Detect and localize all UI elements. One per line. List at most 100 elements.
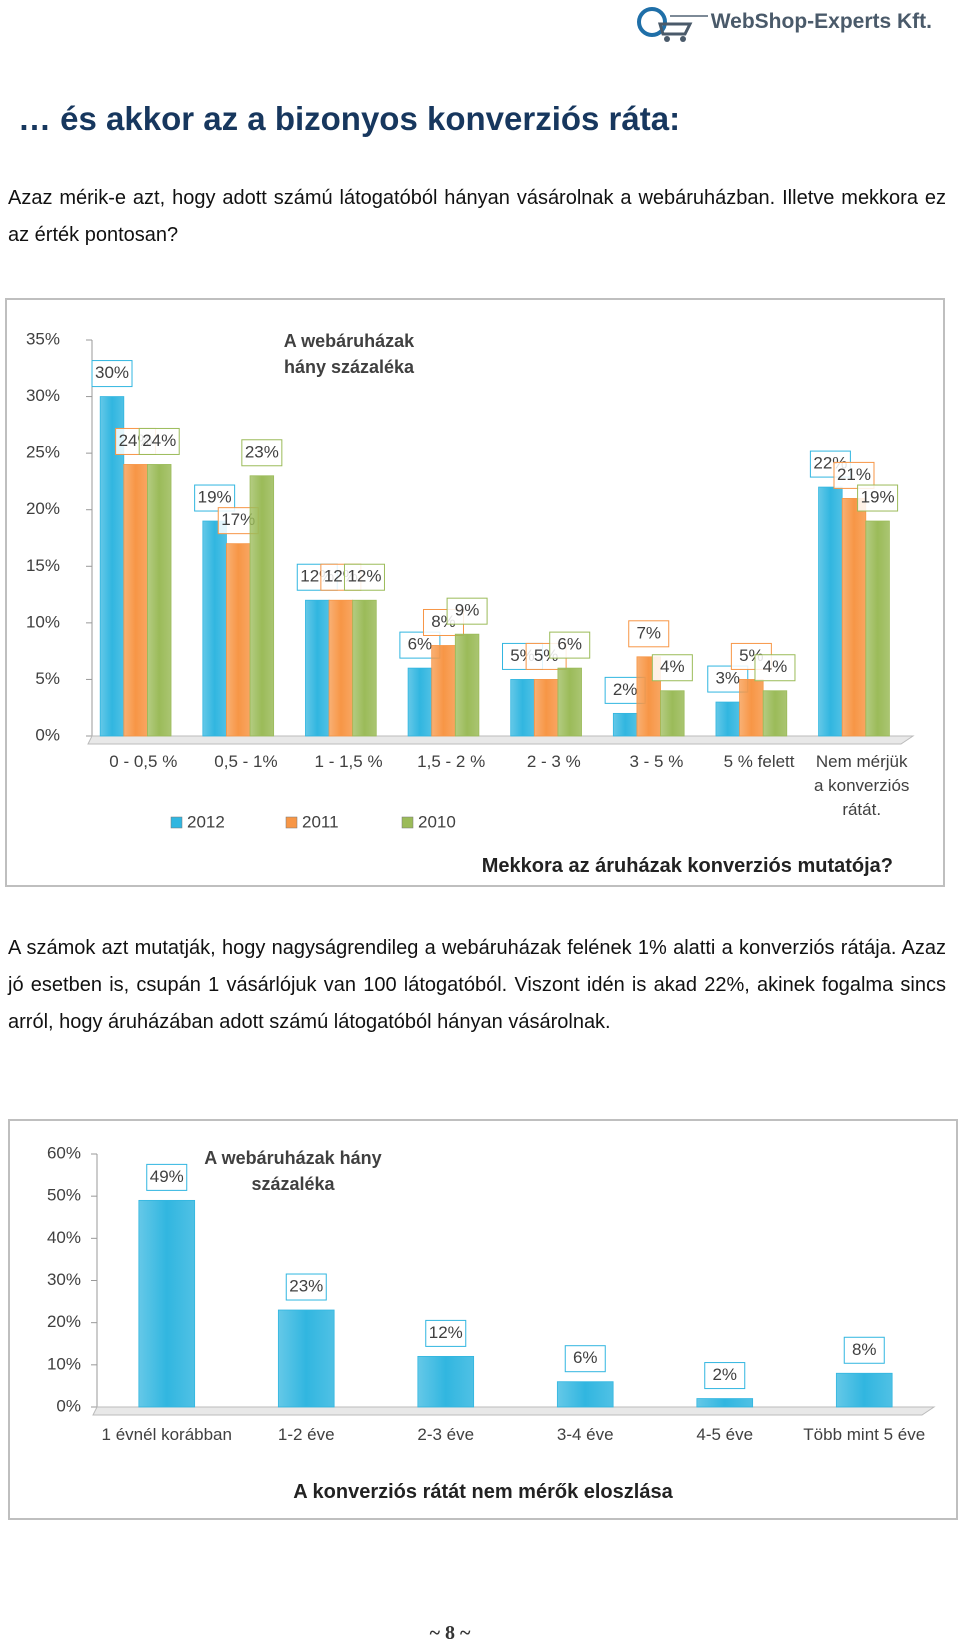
value-label-box (194, 484, 236, 512)
x-tick-label: 5 % felett (723, 752, 795, 771)
value-label: 12% (425, 1319, 467, 1347)
value-label-text: 24% (142, 431, 176, 450)
bar (557, 667, 582, 737)
chart-svg: 0% 10% 20% 30% 40% 50% 60% 49% 23% 12% 6% 2% 8% (47, 1143, 936, 1416)
y-tick-label: 40% (47, 1228, 81, 1247)
chart: 0% 10% 20% 30% 40% 50% 60% 49% 23% 12% 6% 2% 8% 1 év… (8, 1119, 958, 1520)
value-label: 21% (833, 461, 875, 489)
value-label-box (549, 631, 591, 659)
value-label-box (628, 620, 670, 648)
value-label-box (833, 461, 875, 489)
bar (865, 520, 890, 737)
value-label-text: 4% (763, 657, 788, 676)
bar (612, 712, 638, 737)
value-label: 6% (549, 631, 591, 659)
value-label: 49% (146, 1163, 188, 1191)
value-label-box (425, 1319, 467, 1347)
value-label: 7% (628, 620, 670, 648)
x-tick-label: 1 évnél korábban (101, 1425, 232, 1444)
x-tick-label: 3-4 éve (556, 1425, 614, 1444)
y-tick-label: 10% (47, 1354, 81, 1373)
value-label: 23% (241, 439, 283, 467)
chart-svg: 0%5%10%15%20%25%30%35%30%24%24%19%17%23%… (26, 329, 915, 831)
bar (277, 1309, 335, 1408)
logo-text: WebShop-Experts Kft. (710, 10, 932, 33)
x-tick-label: Több mint 5 éve (803, 1425, 926, 1444)
value-label-box (651, 654, 693, 682)
y-tick-label: 30% (26, 386, 60, 405)
bar (454, 633, 480, 737)
value-label-text: 19% (861, 488, 895, 507)
value-label-text: 23% (245, 442, 279, 461)
value-label: 23% (285, 1273, 327, 1301)
bar (660, 690, 685, 737)
y-tick-label: 30% (47, 1270, 81, 1289)
value-label-text: 8% (852, 1340, 877, 1359)
bar (138, 1199, 196, 1408)
value-label-text: 21% (837, 465, 871, 484)
x-tick-label: 2-3 éve (417, 1425, 475, 1444)
value-label-box (446, 597, 488, 625)
bar (556, 1381, 614, 1408)
x-tick-label: 1,5 - 2 % (417, 752, 486, 771)
floor (92, 1406, 936, 1416)
value-label-text: 6% (557, 635, 582, 654)
bar (818, 486, 843, 737)
value-label: 30% (91, 360, 133, 388)
value-label: 9% (446, 597, 488, 625)
value-label-text: 6% (408, 635, 433, 654)
legend-swatch (401, 816, 414, 829)
bar (147, 464, 172, 737)
legend-swatch (170, 816, 183, 829)
value-label-text: 19% (198, 488, 232, 507)
bar (835, 1372, 893, 1408)
x-tick-label: 0 - 0,5 % (109, 752, 178, 771)
value-label-text: 12% (429, 1323, 463, 1342)
bar (202, 520, 227, 737)
x-tick-label: 4-5 éve (696, 1425, 754, 1444)
y-tick-label: 20% (26, 499, 60, 518)
value-label: 6% (399, 631, 441, 659)
value-label-text: 49% (150, 1167, 184, 1186)
value-label-box (146, 1163, 188, 1191)
value-label-box (564, 1345, 606, 1373)
y-tick-label: 0% (35, 725, 60, 744)
value-label-box (91, 360, 133, 388)
y-tick-label: 0% (56, 1396, 81, 1415)
y-tick-label: 60% (47, 1143, 81, 1162)
bar (249, 475, 275, 737)
value-label-box (843, 1336, 885, 1364)
logo-icon (637, 7, 708, 42)
value-label-text: 30% (95, 363, 129, 382)
value-label-text: 6% (573, 1348, 598, 1367)
y-tick-label: 50% (47, 1186, 81, 1205)
x-tick-label: 3 - 5 % (629, 752, 684, 771)
value-label: 24% (138, 427, 180, 455)
bar (739, 679, 764, 737)
value-label-box (138, 427, 180, 455)
bar (417, 1355, 475, 1408)
y-tick-label: 10% (26, 612, 60, 631)
x-tick-label: Nem mérjük a konverziós rátát. (813, 752, 910, 819)
y-tick-label: 15% (26, 556, 60, 575)
bar (123, 464, 148, 737)
bar (533, 679, 559, 737)
value-label-text: 3% (715, 669, 740, 688)
bar (762, 690, 788, 737)
value-label-text: 4% (660, 657, 685, 676)
value-label-text: 12% (347, 567, 381, 586)
x-axis-title: Mekkora az áruházak konverziós mutatója? (481, 855, 893, 877)
value-label-text: 17% (221, 510, 255, 529)
value-label: 8% (843, 1336, 885, 1364)
bar (407, 667, 433, 737)
value-label: 6% (564, 1345, 606, 1373)
value-label: 4% (754, 654, 796, 682)
bar (305, 599, 330, 737)
value-label: 2% (704, 1362, 746, 1390)
bar (352, 599, 377, 737)
value-label-text: 9% (455, 601, 480, 620)
legend-label: 2012 (187, 812, 225, 831)
value-label-text: 2% (712, 1365, 737, 1384)
value-label: 19% (857, 484, 899, 512)
value-label-text: 2% (613, 680, 638, 699)
